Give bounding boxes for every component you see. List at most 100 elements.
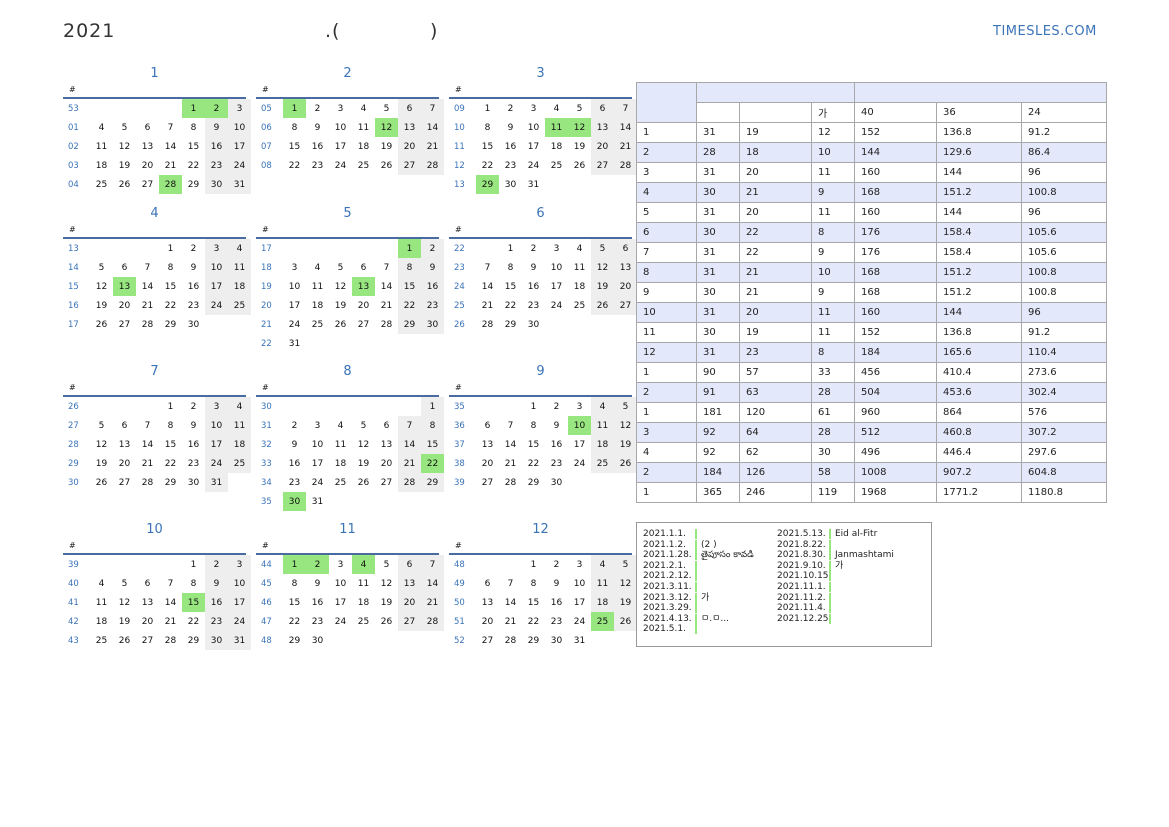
holiday-item: 2021.5.13. Eid al-Fitr (771, 529, 894, 540)
holiday-item: 2021.1.28. తైపూసం కావడి (637, 550, 754, 561)
month-11: 11 #44 1 2 3 4 5 6 7 45 8 9 10 11 12 13 14 46 15 16 17 18 19 20… (256, 521, 444, 650)
empty-day-cell (159, 555, 182, 574)
day-cell: 25 (228, 296, 251, 315)
empty-day-cell (352, 492, 375, 511)
stats-cell: 864 (936, 402, 1022, 423)
day-cell: 10 (205, 416, 228, 435)
day-cell: 26 (118, 635, 131, 646)
day-cell: 12 (118, 597, 131, 608)
week-number: 48 (454, 559, 465, 570)
holiday-name: ㅁ.ㅁ... (701, 613, 730, 624)
day-cell: 24 (334, 616, 347, 627)
day-cell: 15 (164, 439, 177, 450)
day-cell: 24 (573, 616, 586, 627)
week-number: 09 (454, 103, 465, 114)
week-number: 05 (261, 103, 272, 114)
day-cell: 28 (421, 156, 444, 175)
holiday-item: 2021.10.15. (771, 571, 894, 582)
stats-column-header: 24 (1021, 102, 1107, 123)
day-cell: 24 (334, 160, 347, 171)
stats-cell: 6 (636, 222, 697, 243)
day-cell: 14 (141, 439, 154, 450)
holiday-day-cell: 30 (283, 492, 306, 511)
day-cell: 6 (484, 420, 491, 431)
stats-cell: 184 (696, 462, 740, 483)
week-number: 01 (68, 122, 79, 133)
month-title: 9 (536, 364, 545, 379)
empty-day-cell (591, 175, 614, 194)
day-cell: 20 (357, 300, 370, 311)
holiday-day-cell: 29 (476, 175, 499, 194)
stats-cell: 21 (739, 182, 812, 203)
empty-day-cell (568, 473, 591, 492)
day-cell: 22 (527, 616, 540, 627)
week-number-header: # (449, 223, 632, 239)
week-number: 24 (454, 281, 465, 292)
empty-day-cell (90, 555, 113, 574)
day-cell: 14 (504, 439, 517, 450)
day-cell: 11 (95, 597, 108, 608)
day-cell: 19 (614, 593, 637, 612)
day-cell: 5 (591, 239, 614, 258)
day-cell: 22 (527, 458, 540, 469)
day-cell: 17 (311, 458, 324, 469)
stats-cell: 100.8 (1021, 262, 1107, 283)
day-cell: 23 (311, 616, 324, 627)
day-cell: 19 (380, 597, 393, 608)
day-cell: 30 (550, 635, 563, 646)
day-cell: 4 (591, 397, 614, 416)
day-cell: 4 (337, 420, 344, 431)
week-number-header: # (256, 83, 439, 99)
stats-row: 10 31 20 11 160 144 96 (636, 302, 1107, 323)
stats-cell: 20 (739, 202, 812, 223)
day-cell: 15 (187, 141, 200, 152)
day-cell: 28 (481, 319, 494, 330)
holiday-item: 2021.5.1. (637, 624, 754, 635)
empty-day-cell (329, 631, 352, 650)
week-number: 32 (261, 439, 272, 450)
week-number: 36 (454, 420, 465, 431)
empty-day-cell (375, 239, 398, 258)
stats-cell: 31 (696, 162, 740, 183)
day-cell: 6 (144, 578, 151, 589)
week-number: 06 (261, 122, 272, 133)
day-cell: 9 (291, 439, 298, 450)
holiday-item: 2021.1.1. (637, 529, 754, 540)
stats-cell: 496 (854, 442, 937, 463)
stats-row: 2 28 18 10 144 129.6 86.4 (636, 142, 1107, 163)
day-cell: 7 (144, 420, 151, 431)
day-cell: 26 (573, 160, 586, 171)
month-2: 2 #05 1 2 3 4 5 6 7 06 8 9 10 11 12 13 14 07 15 16 17 18 19 20 2… (256, 65, 444, 175)
holiday-day-cell: 22 (421, 454, 444, 473)
stats-cell: 10 (811, 142, 855, 163)
week-number: 29 (68, 458, 79, 469)
day-cell: 5 (614, 397, 637, 416)
week-number: 38 (454, 458, 465, 469)
stats-cell: 1 (636, 402, 697, 423)
day-cell: 31 (228, 631, 251, 650)
day-cell: 1 (484, 103, 491, 114)
week-number: 49 (454, 578, 465, 589)
day-cell: 9 (314, 122, 321, 133)
day-cell: 7 (167, 122, 174, 133)
day-cell: 22 (504, 300, 517, 311)
day-cell: 18 (95, 160, 108, 171)
day-cell: 10 (550, 262, 563, 273)
holiday-list-left: 2021.1.1. 2021.1.2. (2 ) 2021.1.28. తైపూసం క… (637, 529, 754, 635)
empty-day-cell (398, 631, 421, 650)
empty-day-cell (352, 334, 375, 353)
day-cell: 19 (357, 458, 370, 469)
day-cell: 14 (398, 435, 421, 454)
day-cell: 1 (421, 397, 444, 416)
day-cell: 2 (530, 243, 537, 254)
day-cell: 21 (398, 454, 421, 473)
day-cell: 19 (95, 458, 108, 469)
stats-cell: 3 (636, 162, 697, 183)
week-number-header: # (63, 223, 246, 239)
day-cell: 21 (380, 300, 393, 311)
holiday-item: 2021.2.1. (637, 560, 754, 572)
day-cell: 21 (421, 137, 444, 156)
stats-cell: 151.2 (936, 182, 1022, 203)
holiday-marker (695, 603, 697, 614)
site-brand-link[interactable]: TIMESLES.COM (993, 24, 1097, 39)
